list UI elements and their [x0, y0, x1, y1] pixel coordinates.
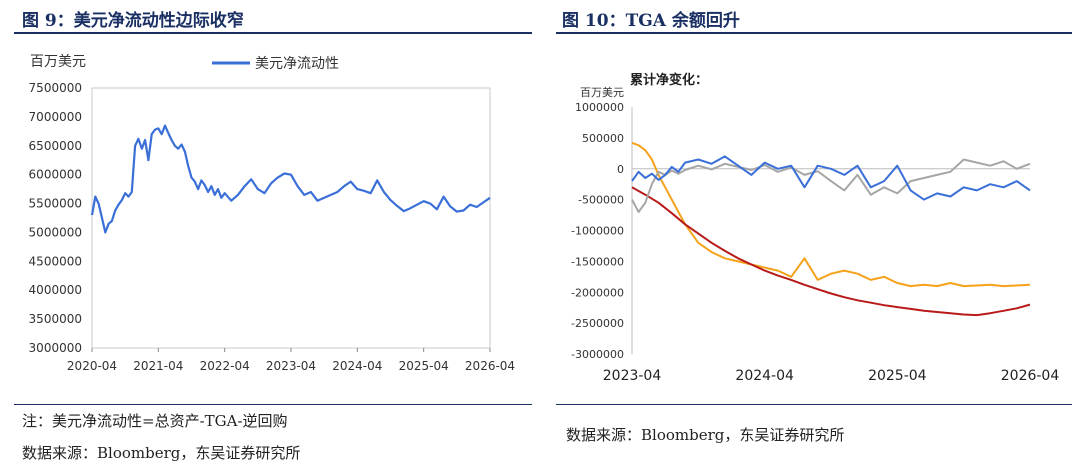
series-line-gray: [631, 158, 1031, 213]
source-left: 数据来源：Bloomberg，东吴证券研究所: [22, 444, 301, 462]
figure-title-right: 图 10：TGA 余额回升: [562, 11, 740, 31]
source-right: 数据来源：Bloomberg，东吴证券研究所: [566, 426, 845, 444]
x-tick-label: 2026-04: [465, 359, 515, 373]
title-rule-left: [14, 32, 532, 34]
y-tick-label: -3000000: [571, 348, 624, 361]
y-tick-label: 1000000: [575, 101, 624, 114]
footer-rule-left: [14, 404, 532, 405]
y-axis-unit: 百万美元: [580, 86, 624, 99]
series-line-blue: [631, 155, 1031, 201]
y-tick-label: 3500000: [29, 312, 82, 326]
y-axis-unit: 百万美元: [30, 54, 86, 70]
x-tick-label: 2025-04: [399, 359, 449, 373]
y-tick-label: -1000000: [571, 225, 624, 238]
y-tick-label: 4000000: [29, 283, 82, 297]
y-tick-label: 6000000: [29, 168, 82, 182]
y-tick-label: 7000000: [29, 110, 82, 124]
x-tick-label: 2020-04: [67, 359, 117, 373]
note-left: 注：美元净流动性=总资产-TGA-逆回购: [22, 412, 288, 430]
plot-frame: [91, 87, 491, 349]
x-tick-label: 2021-04: [133, 359, 183, 373]
x-tick-label: 2023-04: [603, 368, 662, 384]
y-tick-label: -2500000: [571, 317, 624, 330]
series-line-dark-red: [631, 186, 1031, 317]
title-rule-right: [556, 32, 1072, 34]
y-tick-label: 0: [617, 163, 624, 176]
footer-rule-right: [556, 404, 1072, 405]
y-tick-label: -2000000: [571, 286, 624, 299]
y-tick-label: 4500000: [29, 254, 82, 268]
y-tick-label: 3000000: [29, 341, 82, 355]
figure-title-left: 图 9：美元净流动性边际收窄: [22, 11, 244, 31]
x-tick-label: 2026-04: [1001, 368, 1060, 384]
y-tick-label: 500000: [582, 132, 624, 145]
x-tick-label: 2022-04: [200, 359, 250, 373]
y-tick-label: -1500000: [571, 255, 624, 268]
chart-subtitle: 累计净变化：: [630, 72, 708, 88]
y-tick-label: 5500000: [29, 197, 82, 211]
x-tick-label: 2023-04: [266, 359, 316, 373]
left-figure: 图 9：美元净流动性边际收窄 百万美元 美元净流动性 3000000 3500000 4…: [14, 11, 532, 462]
series-line-orange: [631, 141, 1031, 288]
y-tick-label: -500000: [578, 194, 624, 207]
chart-right: 累计净变化： 百万美元 1000000 500000 0 -500000 -1000000 -…: [571, 72, 1060, 384]
chart-left: 百万美元 美元净流动性 3000000 3500000 4000000 4500000 50…: [29, 54, 516, 373]
right-figure: 图 10：TGA 余额回升 累计净变化： 百万美元 1000000 500000 0 -5…: [540, 0, 1080, 476]
x-tick-label: 2024-04: [332, 359, 382, 373]
x-tick-label: 2024-04: [735, 368, 794, 384]
y-tick-label: 6500000: [29, 139, 82, 153]
legend-label: 美元净流动性: [255, 56, 339, 72]
y-tick-label: 5000000: [29, 225, 82, 239]
x-tick-label: 2025-04: [868, 368, 927, 384]
y-tick-label: 7500000: [29, 81, 82, 95]
series-line-net-liquidity: [90, 124, 491, 234]
